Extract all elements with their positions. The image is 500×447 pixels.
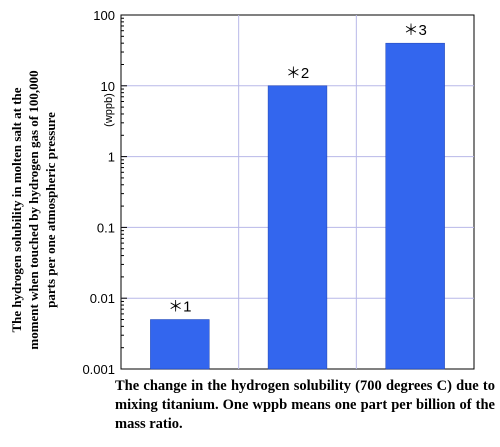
bar [385,42,445,370]
y-axis-label-line-3: parts per one atmospheric pressure [43,112,58,308]
y-unit-label: (wppb) [103,93,115,127]
bar-label: ＊3 [403,22,426,39]
bars [150,42,445,370]
bar-label: ＊1 [168,299,191,316]
bar-label: ＊2 [286,65,309,82]
y-axis-label-line-1: The hydrogen solubility in molten salt a… [9,87,24,332]
y-tick-label: 0.1 [97,220,115,235]
x-axis-caption: The change in the hydrogen solubility (7… [115,378,495,432]
y-tick-label: 0.001 [82,362,115,377]
y-ticks: 100 10 1 0.1 0.01 0.001 [82,8,127,377]
bar-labels: ＊1 ＊2 ＊3 [168,22,427,315]
bar [150,319,210,370]
y-tick-label: 1 [108,150,115,165]
y-tick-label: 10 [101,79,115,94]
y-tick-label: 0.01 [90,291,115,306]
bar [267,85,328,370]
y-axis-label-line-2: moment when touched by hydrogen gas of 1… [26,70,41,349]
y-axis-label: The hydrogen solubility in molten salt a… [9,70,58,349]
y-tick-label: 100 [93,8,115,23]
